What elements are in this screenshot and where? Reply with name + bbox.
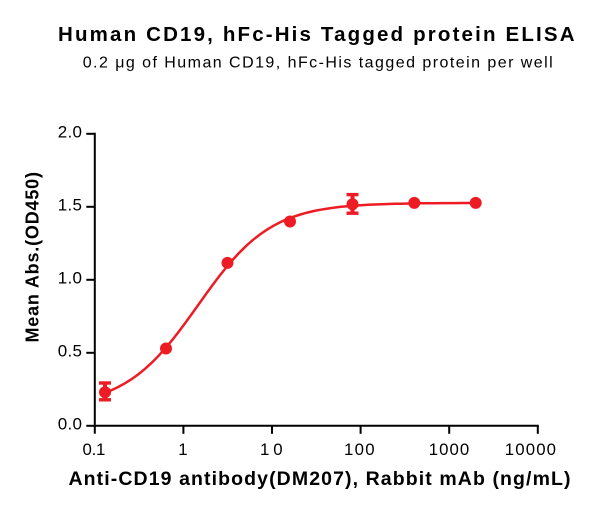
svg-text:1: 1 <box>178 440 187 459</box>
svg-text:1000: 1000 <box>429 440 470 459</box>
svg-text:2.0: 2.0 <box>58 123 82 142</box>
svg-text:1.0: 1.0 <box>58 269 82 288</box>
svg-text:Anti-CD19 antibody(DM207), Rab: Anti-CD19 antibody(DM207), Rabbit mAb (n… <box>69 468 571 490</box>
svg-text:Mean Abs.(OD450): Mean Abs.(OD450) <box>23 172 43 343</box>
svg-text:Human CD19, hFc-His Tagged pro: Human CD19, hFc-His Tagged protein ELISA <box>58 23 575 46</box>
svg-text:100: 100 <box>344 440 375 459</box>
svg-text:0.5: 0.5 <box>58 342 82 361</box>
svg-text:0.0: 0.0 <box>58 415 82 434</box>
svg-text:1.5: 1.5 <box>58 196 82 215</box>
svg-text:10000: 10000 <box>505 440 556 459</box>
svg-text:0.1: 0.1 <box>82 440 105 459</box>
svg-text:0.2 μg of Human CD19, hFc-His: 0.2 μg of Human CD19, hFc-His tagged pro… <box>83 54 553 71</box>
